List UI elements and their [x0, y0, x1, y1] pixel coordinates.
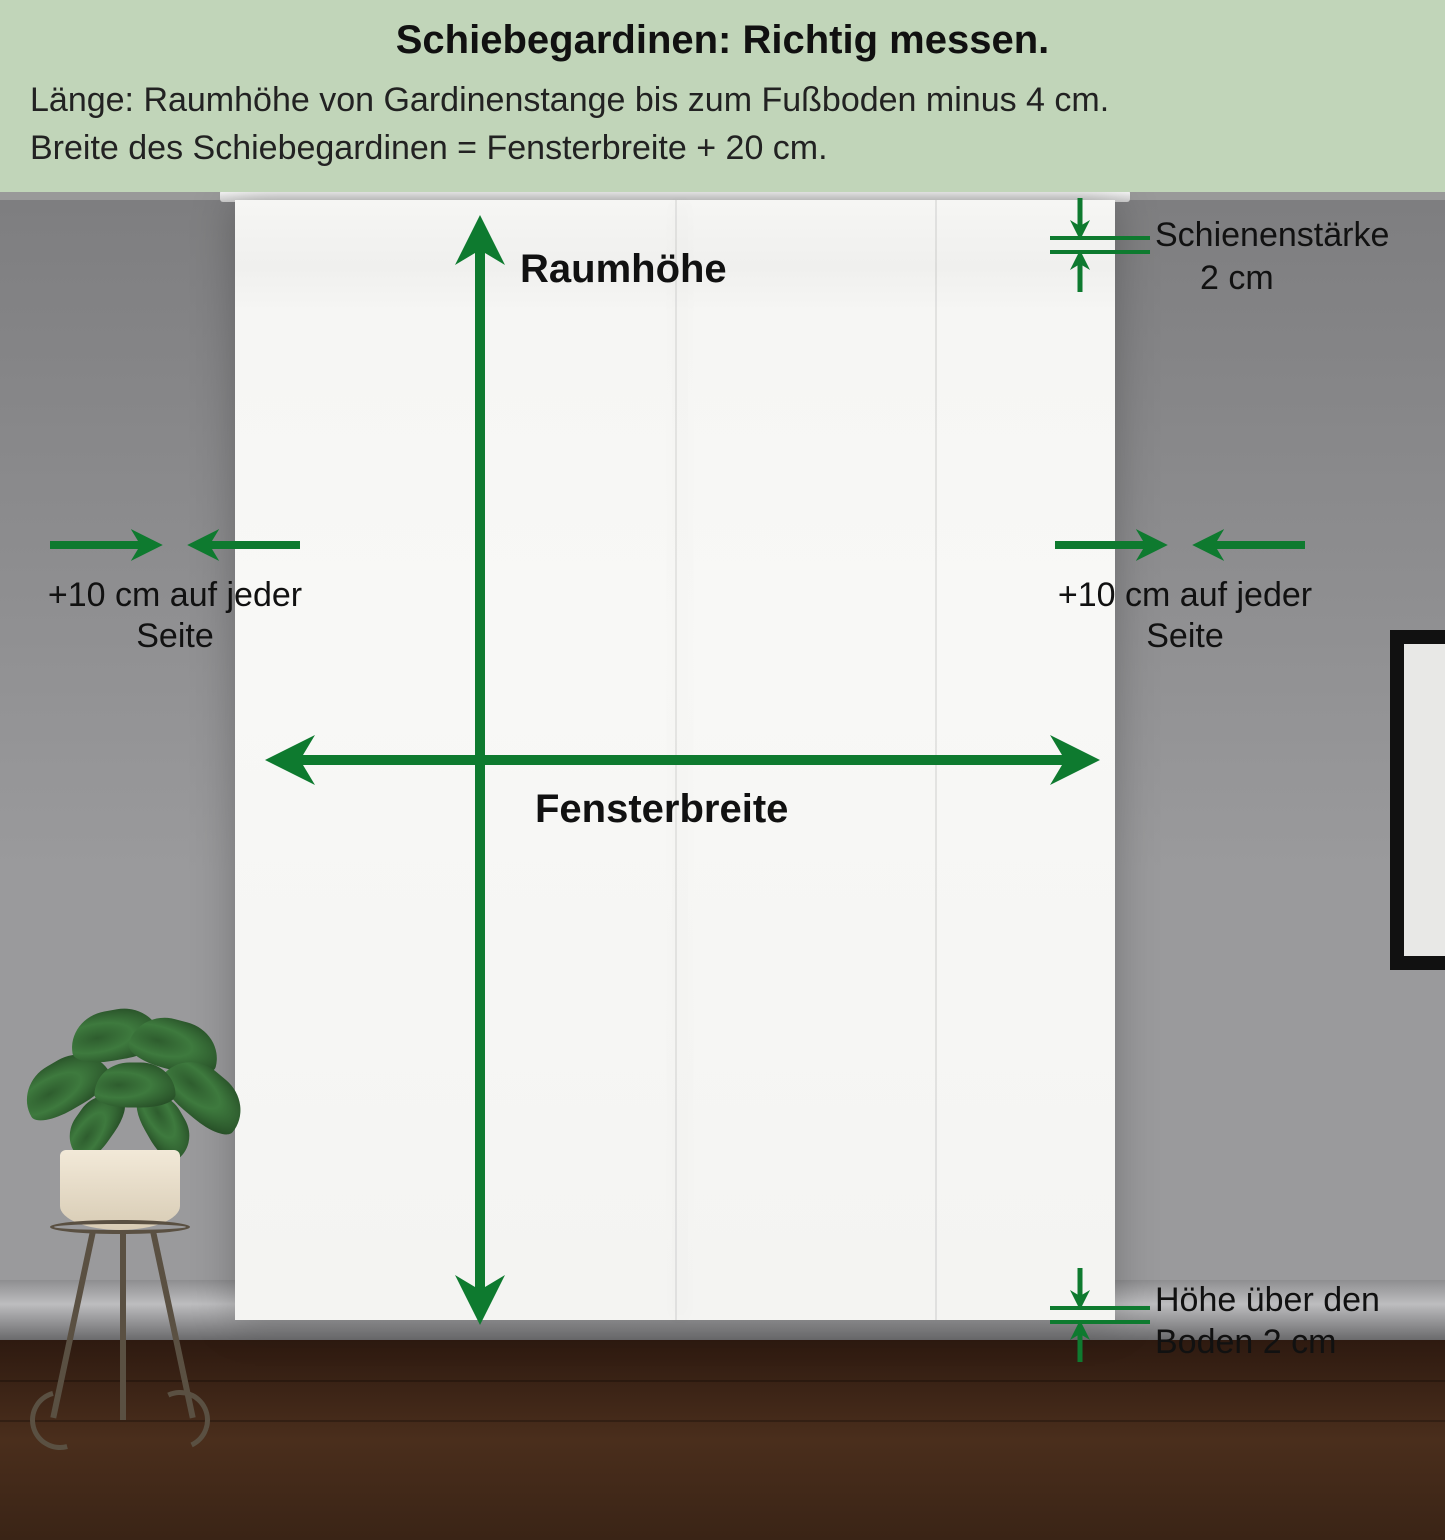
floor-gap-label-1: Höhe über den [1155, 1280, 1380, 1321]
panel-seam [675, 200, 677, 1320]
window-width-label: Fensterbreite [535, 785, 788, 833]
header-line-1: Länge: Raumhöhe von Gardinenstange bis z… [30, 77, 1415, 125]
plant-decoration [10, 1020, 230, 1420]
room-height-label: Raumhöhe [520, 245, 727, 293]
page-title: Schiebegardinen: Richtig messen. [30, 18, 1415, 63]
side-note-left: +10 cm auf jeder Seite [10, 575, 340, 657]
rail-thickness-label-1: Schienenstärke [1155, 215, 1389, 256]
picture-frame [1390, 630, 1445, 970]
curtain-panels [235, 200, 1115, 1320]
header-line-2: Breite des Schiebegardinen = Fensterbrei… [30, 125, 1415, 173]
panel-seam [935, 200, 937, 1320]
side-note-right: +10 cm auf jeder Seite [1020, 575, 1350, 657]
floor-gap-label-2: Boden 2 cm [1155, 1322, 1336, 1363]
header-banner: Schiebegardinen: Richtig messen. Länge: … [0, 0, 1445, 192]
rail-thickness-label-2: 2 cm [1200, 258, 1274, 299]
